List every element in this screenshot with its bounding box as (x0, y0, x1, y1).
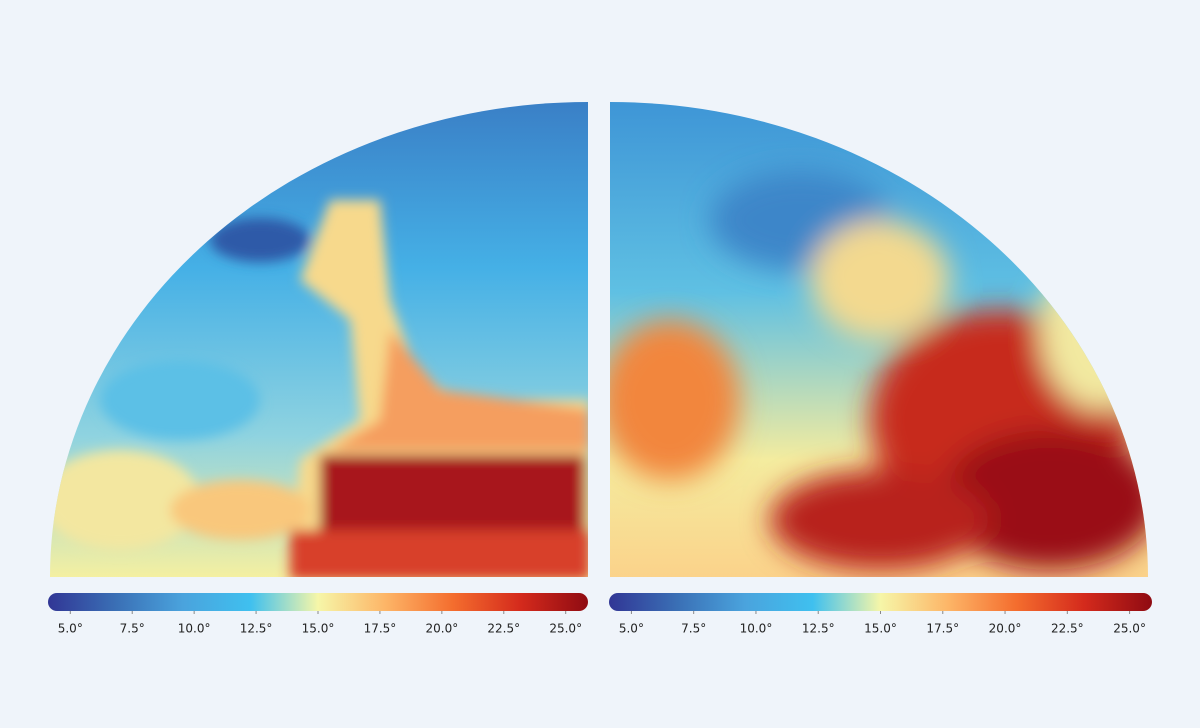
colorbar-tick-label: 20.0° (989, 622, 1022, 636)
colorbar-tick-label: 7.5° (681, 622, 706, 636)
colorbar-tick-label: 7.5° (120, 622, 145, 636)
coarse-map (50, 102, 588, 577)
colorbar-tick-label: 17.5° (926, 622, 959, 636)
colorbar-tick-label: 22.5° (487, 622, 520, 636)
colorbar-tick-label: 5.0° (619, 622, 644, 636)
colorbar-tick-label: 10.0° (178, 622, 211, 636)
colorbar-tick-label: 15.0° (864, 622, 897, 636)
colorbar-tick-label: 15.0° (302, 622, 335, 636)
colorbar (609, 593, 1152, 611)
fine-map (610, 102, 1148, 577)
colorbar-tick-label: 12.5° (802, 622, 835, 636)
colorbar-tick-label: 10.0° (740, 622, 773, 636)
colorbar-tick-label: 25.0° (549, 622, 582, 636)
colorbar (48, 593, 588, 611)
colorbar-tick-label: 22.5° (1051, 622, 1084, 636)
colorbar-tick-label: 5.0° (58, 622, 83, 636)
colorbar-tick-label: 20.0° (425, 622, 458, 636)
colorbar-tick-label: 25.0° (1113, 622, 1146, 636)
colorbars: 5.0° 7.5° 10.0° 12.5° 15.0° 17.5° 20.0° 22.5° 25… (48, 593, 1152, 636)
colorbar-tick-label: 17.5° (364, 622, 397, 636)
colorbar-tick-label: 12.5° (240, 622, 273, 636)
